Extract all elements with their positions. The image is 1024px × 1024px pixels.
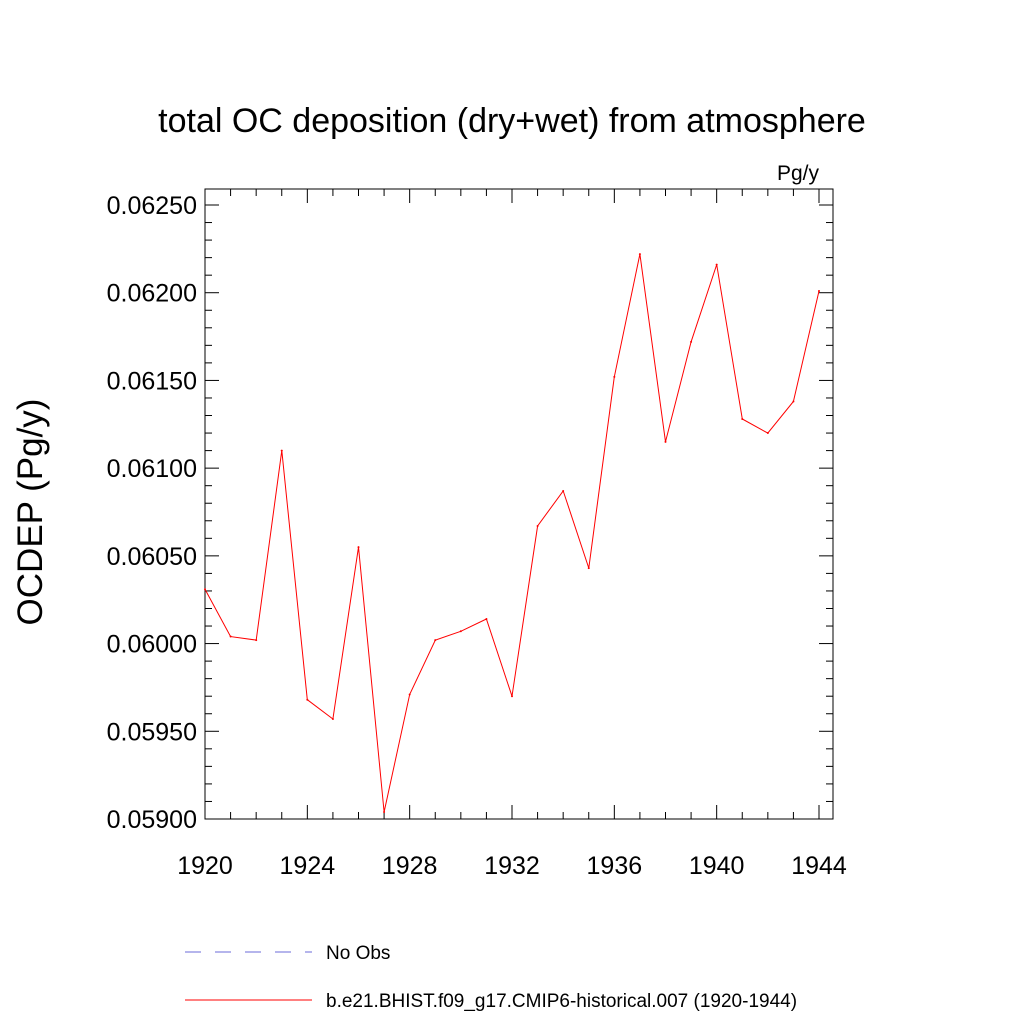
x-tick-label: 1944 (791, 852, 847, 880)
data-point (587, 567, 590, 570)
plot-frame (204, 188, 834, 820)
data-point (280, 449, 283, 452)
data-point (511, 695, 513, 698)
data-point (562, 489, 565, 492)
y-tick-label: 0.06100 (107, 455, 197, 483)
data-point (818, 289, 820, 292)
x-axis-ticks: 1920 1924 1928 1932 1936 1940 1944 (177, 189, 847, 880)
data-point (229, 635, 232, 638)
y-tick-label: 0.06250 (107, 192, 197, 220)
data-point (664, 440, 667, 443)
series-line (204, 253, 820, 813)
legend-label: b.e21.BHIST.f09_g17.CMIP6-historical.007… (326, 991, 797, 1012)
y-axis-label: OCDEP (Pg/y) (11, 399, 50, 626)
data-point (485, 618, 488, 621)
x-tick-label: 1932 (484, 852, 540, 880)
legend-label: No Obs (326, 943, 390, 964)
chart-title: total OC deposition (dry+wet) from atmos… (158, 102, 866, 140)
legend: No Obs b.e21.BHIST.f09_g17.CMIP6-historic… (185, 943, 797, 1012)
y-tick-label: 0.05950 (107, 718, 197, 746)
y-tick-label: 0.06000 (107, 631, 197, 659)
data-point (383, 810, 386, 813)
x-tick-label: 1920 (177, 852, 233, 880)
data-point (357, 546, 360, 549)
data-point (204, 588, 206, 591)
data-point (741, 418, 744, 421)
y-tick-label: 0.06200 (107, 280, 197, 308)
data-point (536, 525, 539, 528)
data-point (434, 639, 437, 642)
y-axis-ticks: 0.05900 0.05950 0.06000 0.06050 0.06100 0.061… (107, 192, 833, 834)
x-tick-label: 1924 (280, 852, 336, 880)
data-point (255, 639, 258, 642)
y-tick-label: 0.06050 (107, 543, 197, 571)
data-point (766, 432, 769, 435)
y-tick-label: 0.05900 (107, 806, 197, 834)
data-point (613, 375, 616, 378)
data-point (306, 698, 309, 701)
x-tick-label: 1936 (587, 852, 643, 880)
units-label: Pg/y (777, 162, 820, 185)
data-point (331, 718, 334, 721)
data-point (638, 253, 641, 256)
series-group (204, 253, 820, 813)
data-point (715, 263, 718, 266)
data-point (459, 630, 462, 633)
data-point (690, 340, 693, 343)
data-point (792, 400, 795, 403)
y-tick-label: 0.06150 (107, 367, 197, 395)
data-point (408, 693, 411, 696)
x-tick-label: 1928 (382, 852, 438, 880)
axes (204, 188, 834, 820)
x-tick-label: 1940 (689, 852, 745, 880)
